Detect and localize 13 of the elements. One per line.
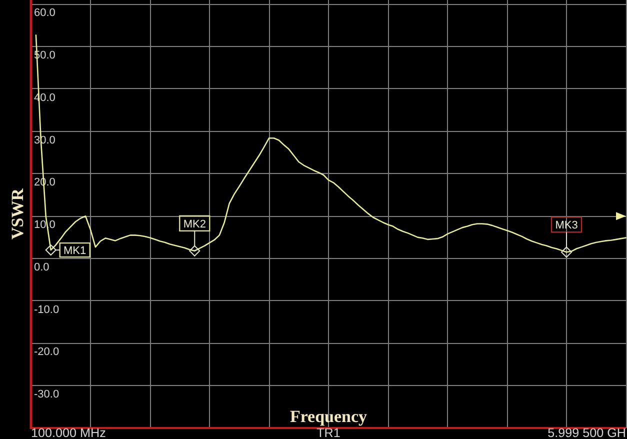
y-tick-label: 0.0 — [34, 261, 50, 274]
y-tick-label: -10.0 — [34, 304, 60, 316]
annotation: 5.999 500 GH — [548, 426, 626, 439]
y-tick-label: -20.0 — [34, 346, 60, 358]
annotation: TR1 — [316, 426, 340, 439]
y-tick-label: -30.0 — [34, 388, 60, 401]
y-tick-label: 60.0 — [34, 7, 56, 20]
y-axis-title: VSWR — [8, 188, 27, 240]
series-label: MK3 — [555, 220, 578, 232]
series-label: MK2 — [183, 218, 206, 230]
legend-label: MK1 — [64, 245, 86, 258]
annotation: 100.000 MHz — [31, 426, 106, 439]
x-axis-title: Frequency — [290, 407, 368, 426]
